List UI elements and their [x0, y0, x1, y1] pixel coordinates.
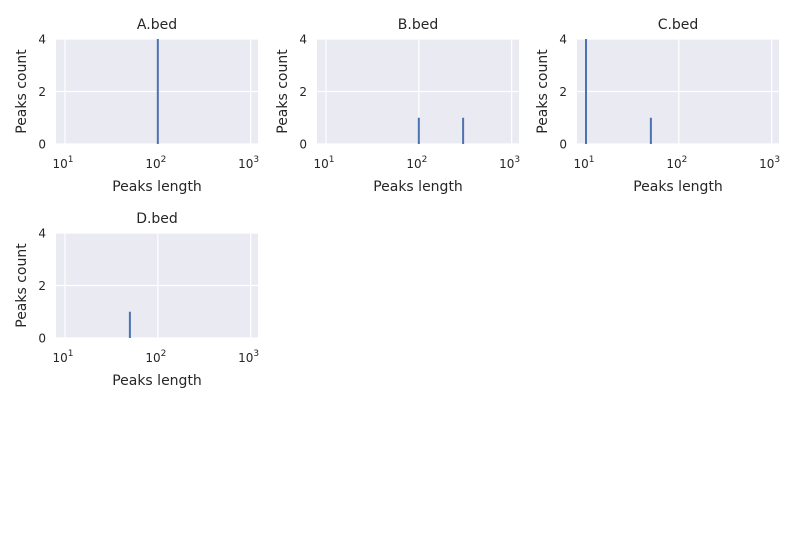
y-axis-label: Peaks count	[535, 49, 551, 134]
x-tick-label: 101	[313, 155, 334, 171]
y-tick-label: 2	[559, 85, 567, 99]
subplot-title: B.bed	[398, 17, 438, 33]
subplot-b-bed: B.bed 0 2 4 101 102 103 Peaks length Peaks count	[275, 17, 520, 195]
x-tick-label: 103	[238, 155, 259, 171]
y-tick-label: 2	[38, 85, 46, 99]
subplot-title: A.bed	[137, 17, 177, 33]
y-tick-label: 4	[299, 33, 307, 47]
x-tick-label: 103	[759, 155, 780, 171]
y-tick-label: 0	[559, 138, 567, 152]
x-tick-label: 101	[52, 349, 73, 365]
x-tick-label: 101	[573, 155, 594, 171]
subplot-title: C.bed	[658, 17, 699, 33]
subplot-a-bed: A.bed 0 2 4 101 102 103 Peaks length Peaks count	[14, 17, 259, 195]
y-tick-label: 0	[38, 138, 46, 152]
histogram-bar	[156, 39, 159, 144]
y-axis-label: Peaks count	[14, 49, 30, 134]
y-tick-label: 0	[299, 138, 307, 152]
y-tick-label: 0	[38, 332, 46, 346]
y-axis-label: Peaks count	[275, 49, 291, 134]
x-tick-label: 102	[666, 155, 687, 171]
x-axis-label: Peaks length	[112, 373, 202, 389]
y-tick-label: 4	[559, 33, 567, 47]
histogram-bar	[584, 39, 587, 144]
x-tick-label: 103	[499, 155, 520, 171]
subplot-c-bed: C.bed 0 2 4 101 102 103 Peaks length Peaks count	[535, 17, 780, 195]
y-tick-label: 4	[38, 33, 46, 47]
x-axis-label: Peaks length	[633, 179, 723, 195]
x-tick-label: 101	[52, 155, 73, 171]
x-axis-label: Peaks length	[112, 179, 202, 195]
histogram-bar	[417, 117, 420, 144]
subplot-grid: A.bed 0 2 4 101 102 103 Peaks length Peaks count…	[14, 17, 780, 389]
subplot-title: D.bed	[136, 211, 178, 227]
y-axis-label: Peaks count	[14, 243, 30, 328]
y-tick-label: 2	[38, 279, 46, 293]
x-tick-label: 102	[145, 349, 166, 365]
x-tick-label: 103	[238, 349, 259, 365]
subplot-d-bed: D.bed 0 2 4 101 102 103 Peaks length Peaks count	[14, 211, 259, 389]
x-axis-label: Peaks length	[373, 179, 463, 195]
y-tick-label: 4	[38, 227, 46, 241]
histogram-bar	[128, 311, 131, 338]
histogram-bar	[649, 117, 652, 144]
x-tick-label: 102	[145, 155, 166, 171]
y-tick-label: 2	[299, 85, 307, 99]
x-tick-label: 102	[406, 155, 427, 171]
histogram-bar	[462, 117, 465, 144]
